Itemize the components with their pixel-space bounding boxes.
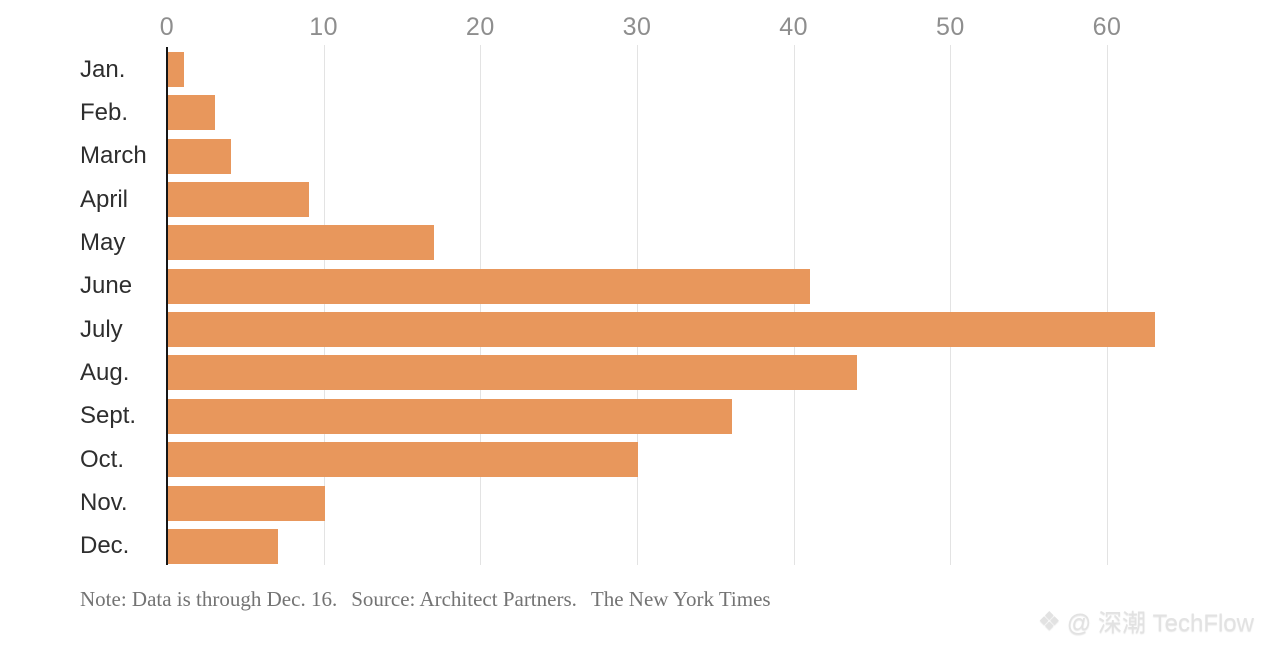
bar xyxy=(168,398,732,434)
category-label: June xyxy=(80,272,133,300)
category-label: July xyxy=(80,315,123,343)
source-text: Source: Architect Partners. xyxy=(351,587,577,611)
bar xyxy=(168,52,184,87)
x-tick-label: 40 xyxy=(779,13,809,41)
zero-axis-line xyxy=(166,47,168,565)
bar xyxy=(168,95,215,131)
x-tick-label: 20 xyxy=(465,13,495,41)
watermark: ❖ @ 深潮 TechFlow xyxy=(1038,603,1254,638)
bar xyxy=(168,485,325,521)
gridline xyxy=(637,45,638,565)
category-label: Nov. xyxy=(80,489,128,516)
x-tick-label: 10 xyxy=(309,13,339,41)
category-label: Sept. xyxy=(80,402,137,430)
category-label: April xyxy=(80,185,129,213)
gridline xyxy=(1107,45,1109,565)
credit-text: The New York Times xyxy=(590,587,771,611)
bar xyxy=(168,312,1156,348)
x-tick-label: 50 xyxy=(935,13,965,41)
gridline xyxy=(480,45,482,565)
x-tick-label: 60 xyxy=(1092,13,1122,41)
watermark-text: @ 深潮 TechFlow xyxy=(1066,610,1254,637)
category-label: Jan. xyxy=(80,55,126,83)
gridline xyxy=(323,45,325,565)
gridline xyxy=(793,45,795,565)
bar xyxy=(168,355,858,391)
diamond-logo-icon: ❖ xyxy=(1037,605,1061,636)
category-label: Aug. xyxy=(80,358,130,386)
category-label: March xyxy=(80,142,147,170)
bar xyxy=(168,268,811,304)
category-label: Feb. xyxy=(80,98,129,126)
x-tick-label: 0 xyxy=(159,13,175,41)
gridline xyxy=(950,45,952,565)
note-text: Note: Data is through Dec. 16. xyxy=(80,587,338,611)
category-label: Dec. xyxy=(80,532,130,560)
bar xyxy=(168,182,309,218)
bar xyxy=(168,225,435,261)
bar xyxy=(168,138,231,174)
category-label: May xyxy=(80,228,126,256)
bar xyxy=(168,528,278,564)
footer-note: Note: Data is through Dec. 16. Source: Ar… xyxy=(80,587,785,612)
bar xyxy=(168,442,638,478)
x-tick-label: 30 xyxy=(622,13,652,41)
category-label: Oct. xyxy=(80,445,125,473)
